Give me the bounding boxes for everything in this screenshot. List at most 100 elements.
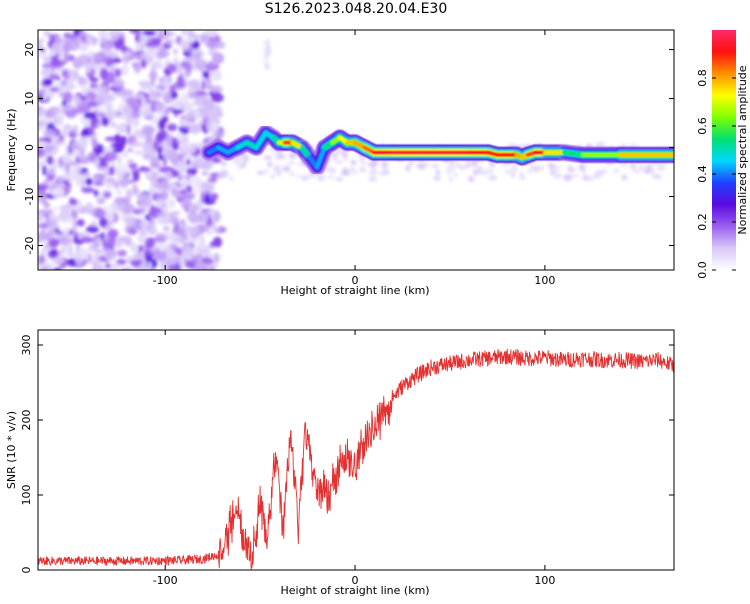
noise-blob xyxy=(120,164,129,176)
noise-blob xyxy=(177,161,184,173)
noise-blob xyxy=(48,215,60,221)
noise-blob xyxy=(186,47,190,52)
noise-blob xyxy=(572,174,579,178)
noise-blob xyxy=(89,126,93,135)
noise-blob xyxy=(116,189,122,194)
noise-blob xyxy=(368,176,377,182)
noise-blob xyxy=(93,190,99,197)
noise-blob xyxy=(105,109,119,119)
noise-blob xyxy=(41,117,52,122)
noise-blob xyxy=(213,253,220,263)
x-axis-label: Height of straight line (km) xyxy=(280,584,429,597)
noise-blob xyxy=(553,173,562,179)
noise-blob xyxy=(210,85,222,93)
noise-blob xyxy=(582,170,587,174)
noise-blob xyxy=(147,262,152,269)
noise-blob xyxy=(102,85,107,95)
noise-blob xyxy=(98,112,106,118)
noise-blob xyxy=(454,173,458,177)
noise-blob xyxy=(42,165,46,175)
noise-blob xyxy=(79,138,89,149)
noise-blob xyxy=(125,216,135,227)
noise-blob xyxy=(80,95,87,101)
noise-blob xyxy=(63,33,71,38)
noise-blob xyxy=(84,112,97,119)
noise-blob xyxy=(288,154,296,159)
noise-blob xyxy=(579,164,585,171)
noise-blob xyxy=(434,176,441,181)
colorbar-tick-label: 0.6 xyxy=(696,117,709,135)
noise-blob xyxy=(563,174,572,181)
noise-blob xyxy=(267,162,273,168)
noise-blob xyxy=(263,155,272,160)
noise-blob xyxy=(63,124,73,134)
x-tick-label: 100 xyxy=(534,574,555,587)
noise-blob xyxy=(180,93,189,105)
snr-background xyxy=(38,330,674,570)
noise-blob xyxy=(64,52,70,62)
y-tick-label: 0 xyxy=(23,144,36,151)
noise-blob xyxy=(381,162,388,168)
noise-blob xyxy=(266,39,270,45)
noise-blob xyxy=(656,166,666,171)
noise-blob xyxy=(181,198,193,210)
noise-blob xyxy=(211,38,220,43)
noise-blob xyxy=(92,176,100,180)
noise-blob xyxy=(547,163,554,169)
noise-blob xyxy=(103,243,109,251)
noise-blob xyxy=(39,162,45,166)
noise-blob xyxy=(161,116,168,123)
noise-blob xyxy=(91,139,98,147)
noise-blob xyxy=(56,176,64,182)
noise-blob xyxy=(186,186,192,193)
noise-blob xyxy=(127,159,134,164)
noise-blob xyxy=(171,99,180,109)
noise-blob xyxy=(112,181,122,186)
noise-blob xyxy=(112,79,124,90)
noise-blob xyxy=(188,214,201,223)
noise-blob xyxy=(62,153,72,164)
noise-blob xyxy=(582,175,588,179)
noise-blob xyxy=(103,44,110,48)
noise-blob xyxy=(181,79,185,84)
noise-blob xyxy=(266,64,270,70)
noise-blob xyxy=(243,156,250,163)
noise-blob xyxy=(480,171,487,175)
noise-blob xyxy=(126,124,130,135)
noise-blob xyxy=(94,157,100,168)
noise-blob xyxy=(100,37,107,44)
noise-blob xyxy=(69,172,80,181)
noise-blob xyxy=(49,73,59,80)
noise-blob xyxy=(110,263,120,273)
noise-blob xyxy=(161,76,170,87)
noise-blob xyxy=(654,176,662,179)
noise-blob xyxy=(267,44,271,50)
noise-blob xyxy=(466,161,471,168)
noise-blob xyxy=(179,178,188,186)
y-tick-label: 0 xyxy=(20,567,33,574)
noise-blob xyxy=(130,54,140,59)
noise-blob xyxy=(130,141,143,147)
noise-blob xyxy=(406,165,411,172)
noise-blob xyxy=(339,160,343,165)
noise-blob xyxy=(37,54,49,58)
noise-blob xyxy=(370,168,378,171)
noise-blob xyxy=(147,220,156,227)
noise-blob xyxy=(301,175,310,181)
noise-blob xyxy=(81,187,94,193)
noise-blob xyxy=(122,203,134,215)
noise-blob xyxy=(380,171,386,176)
noise-blob xyxy=(135,44,143,51)
colorbar-tick-label: 0.8 xyxy=(696,69,709,87)
noise-blob xyxy=(342,152,347,158)
noise-blob xyxy=(73,124,79,133)
noise-blob xyxy=(50,58,61,67)
noise-blob xyxy=(203,71,210,79)
noise-blob xyxy=(177,249,182,255)
noise-blob xyxy=(274,164,281,169)
noise-blob xyxy=(489,175,497,179)
noise-blob xyxy=(71,150,78,156)
noise-blob xyxy=(81,237,95,243)
